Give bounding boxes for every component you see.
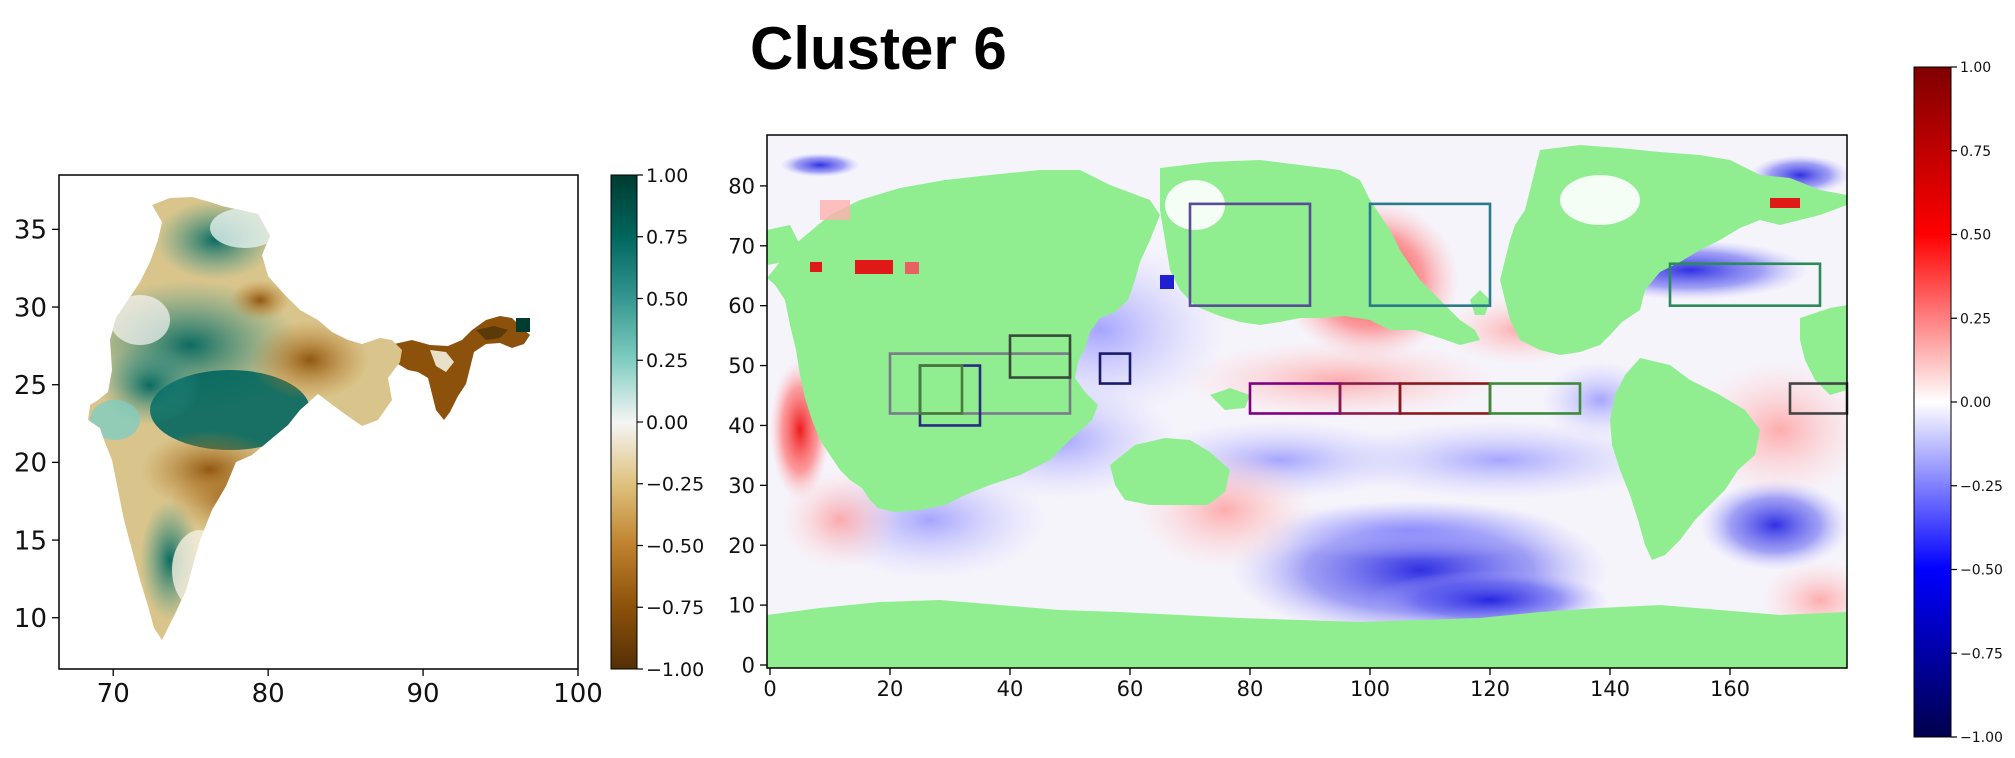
page-title: Cluster 6 bbox=[750, 15, 1007, 82]
india-northeast-region bbox=[390, 316, 530, 420]
global-colorbar: 1.00 0.75 0.50 0.25 0.00 −0.25 −0.50 −0.75 −1.00 bbox=[1913, 60, 2003, 746]
global-x-tick-label: 160 bbox=[1710, 677, 1750, 701]
global-x-tick-label: 0 bbox=[763, 677, 776, 701]
region-boxes bbox=[888, 202, 1849, 427]
region-box bbox=[1008, 334, 1072, 379]
global-x-tick-label: 60 bbox=[1117, 677, 1144, 701]
india-colorbar-tick-label: −1.00 bbox=[646, 659, 704, 681]
india-colorbar-tick-label: 1.00 bbox=[646, 165, 688, 187]
india-x-axis: 70 80 90 100 bbox=[97, 669, 603, 709]
global-y-tick-label: 40 bbox=[728, 414, 755, 438]
india-map: 70 80 90 100 10 15 20 25 30 35 bbox=[14, 174, 603, 709]
india-y-axis: 10 15 20 25 30 35 bbox=[14, 216, 59, 634]
region-box bbox=[1368, 202, 1492, 307]
india-colorbar-tick-label: 0.25 bbox=[646, 350, 688, 372]
global-y-tick-label: 0 bbox=[742, 654, 755, 678]
global-colorbar-tick-label: 0.75 bbox=[1960, 144, 1991, 160]
region-box bbox=[1188, 202, 1312, 307]
global-y-tick-label: 70 bbox=[728, 234, 755, 258]
global-colorbar-tick-label: −1.00 bbox=[1960, 730, 2003, 746]
india-y-tick-label: 15 bbox=[14, 526, 47, 556]
region-box bbox=[1488, 382, 1582, 415]
global-y-tick-label: 80 bbox=[728, 174, 755, 198]
global-y-axis: 0 10 20 30 40 50 60 70 80 bbox=[728, 174, 767, 678]
global-axes-frame bbox=[766, 134, 1848, 669]
india-y-tick-label: 20 bbox=[14, 449, 47, 479]
india-x-tick-label: 90 bbox=[407, 679, 440, 709]
global-y-tick-label: 10 bbox=[728, 594, 755, 618]
india-colorbar-tick-label: 0.50 bbox=[646, 288, 688, 310]
global-map: 0 20 40 60 80 100 120 140 160 0 10 20 30 40 50 60 70 80 bbox=[728, 134, 1849, 701]
global-colorbar-tick-label: −0.50 bbox=[1960, 563, 2003, 579]
india-colorbar-tick-label: −0.75 bbox=[646, 597, 704, 619]
india-y-tick-label: 25 bbox=[14, 371, 47, 401]
region-box bbox=[1098, 352, 1132, 385]
global-x-tick-label: 40 bbox=[997, 677, 1024, 701]
global-x-tick-label: 140 bbox=[1590, 677, 1630, 701]
global-y-tick-label: 60 bbox=[728, 294, 755, 318]
india-colorbar: 1.00 0.75 0.50 0.25 0.00 −0.25 −0.50 −0.75 −1.00 bbox=[610, 165, 704, 681]
global-x-tick-label: 80 bbox=[1237, 677, 1264, 701]
global-x-tick-label: 120 bbox=[1470, 677, 1510, 701]
india-x-tick-label: 100 bbox=[553, 679, 603, 709]
india-x-tick-label: 80 bbox=[252, 679, 285, 709]
global-colorbar-tick-label: −0.75 bbox=[1960, 646, 2003, 662]
global-y-tick-label: 20 bbox=[728, 534, 755, 558]
india-x-tick-label: 70 bbox=[97, 679, 130, 709]
global-colorbar-tick-label: 0.25 bbox=[1960, 311, 1991, 327]
india-y-tick-label: 30 bbox=[14, 293, 47, 323]
global-y-tick-label: 50 bbox=[728, 354, 755, 378]
india-colorbar-tick-label: 0.00 bbox=[646, 412, 688, 434]
global-x-tick-label: 20 bbox=[877, 677, 904, 701]
india-colorbar-tick-label: −0.50 bbox=[646, 535, 704, 557]
india-colorbar-tick-label: 0.75 bbox=[646, 227, 688, 249]
global-x-tick-label: 100 bbox=[1350, 677, 1390, 701]
global-x-axis: 0 20 40 60 80 100 120 140 160 bbox=[763, 668, 1750, 701]
global-y-tick-label: 30 bbox=[728, 474, 755, 498]
global-colorbar-tick-label: −0.25 bbox=[1960, 479, 2003, 495]
india-axes-frame bbox=[58, 174, 579, 670]
india-colorbar-tick-label: −0.25 bbox=[646, 474, 704, 496]
global-colorbar-tick-label: 1.00 bbox=[1960, 60, 1991, 76]
global-colorbar-tick-label: 0.50 bbox=[1960, 228, 1991, 244]
global-colorbar-tick-label: 0.00 bbox=[1960, 395, 1991, 411]
region-box bbox=[1668, 262, 1822, 307]
india-y-tick-label: 35 bbox=[14, 216, 47, 246]
region-box bbox=[918, 364, 964, 415]
india-y-tick-label: 10 bbox=[14, 604, 47, 634]
